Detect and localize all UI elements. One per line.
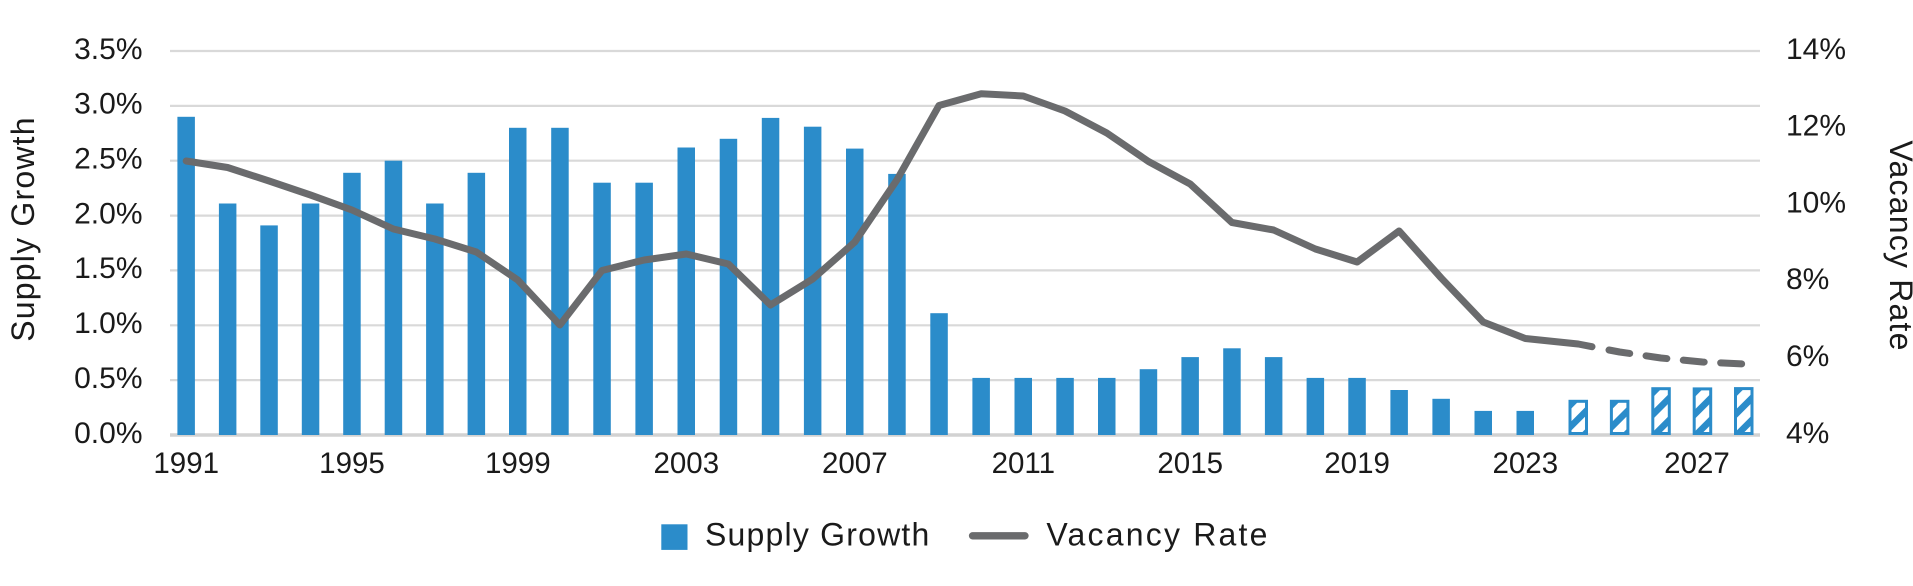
svg-text:1991: 1991 <box>153 447 219 480</box>
svg-text:2.5%: 2.5% <box>74 143 142 176</box>
svg-text:1.0%: 1.0% <box>74 307 142 340</box>
svg-text:1.5%: 1.5% <box>74 252 142 285</box>
svg-text:2003: 2003 <box>653 447 719 480</box>
svg-text:2027: 2027 <box>1664 447 1730 480</box>
svg-text:2019: 2019 <box>1324 447 1390 480</box>
svg-text:2015: 2015 <box>1157 447 1223 480</box>
svg-text:0.5%: 0.5% <box>74 362 142 395</box>
svg-text:3.5%: 3.5% <box>74 33 142 66</box>
svg-text:2.0%: 2.0% <box>74 197 142 230</box>
svg-text:8%: 8% <box>1786 263 1829 296</box>
svg-text:12%: 12% <box>1786 110 1846 143</box>
svg-text:2011: 2011 <box>992 447 1055 480</box>
svg-text:2023: 2023 <box>1492 447 1558 480</box>
svg-text:1999: 1999 <box>485 447 551 480</box>
svg-text:Supply Growth: Supply Growth <box>5 116 41 341</box>
svg-text:4%: 4% <box>1786 417 1829 450</box>
svg-text:3.0%: 3.0% <box>74 88 142 121</box>
svg-text:6%: 6% <box>1786 340 1829 373</box>
svg-text:0.0%: 0.0% <box>74 417 142 450</box>
svg-text:Vacancy Rate: Vacancy Rate <box>1883 140 1913 351</box>
svg-text:2007: 2007 <box>822 447 888 480</box>
svg-text:Vacancy Rate: Vacancy Rate <box>1046 517 1269 553</box>
svg-text:10%: 10% <box>1786 186 1846 219</box>
svg-text:14%: 14% <box>1786 33 1846 66</box>
svg-text:1995: 1995 <box>319 447 385 480</box>
svg-text:Supply Growth: Supply Growth <box>705 517 930 553</box>
